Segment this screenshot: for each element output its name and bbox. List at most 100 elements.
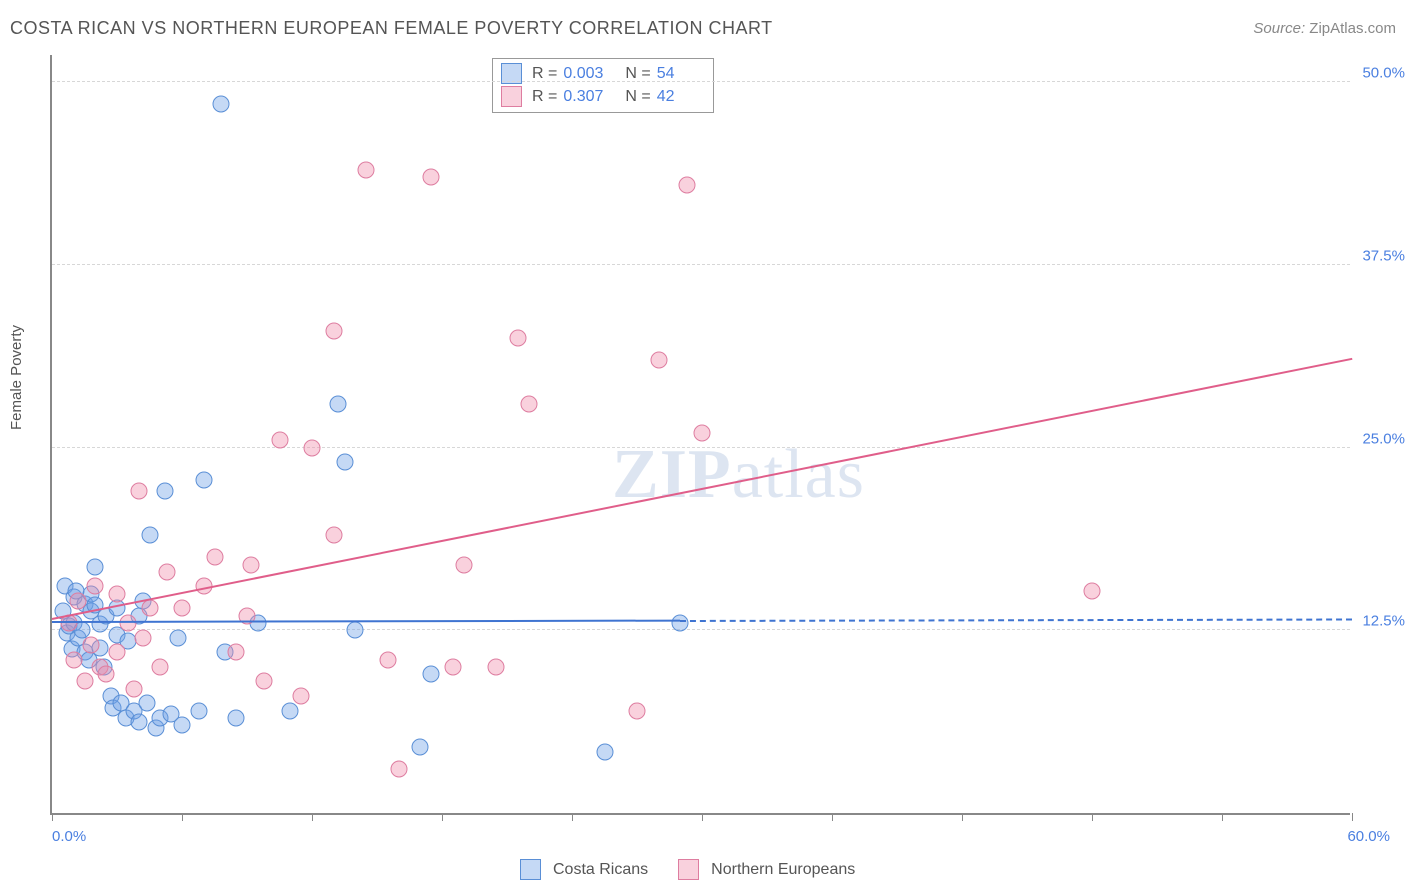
x-tick bbox=[702, 813, 703, 821]
data-point bbox=[152, 658, 169, 675]
data-point bbox=[174, 717, 191, 734]
x-label-max: 60.0% bbox=[1347, 828, 1390, 845]
data-point bbox=[83, 636, 100, 653]
data-point bbox=[87, 559, 104, 576]
data-point bbox=[65, 651, 82, 668]
y-tick-label: 25.0% bbox=[1355, 430, 1405, 447]
correlation-stats-legend: R =0.003N =54R =0.307N =42 bbox=[492, 58, 714, 113]
data-point bbox=[98, 666, 115, 683]
x-tick bbox=[572, 813, 573, 821]
trend-line bbox=[52, 620, 680, 623]
data-point bbox=[109, 600, 126, 617]
data-point bbox=[596, 743, 613, 760]
legend-entry: Northern Europeans bbox=[678, 859, 855, 880]
data-point bbox=[130, 483, 147, 500]
data-point bbox=[158, 563, 175, 580]
data-point bbox=[694, 425, 711, 442]
x-tick bbox=[962, 813, 963, 821]
data-point bbox=[455, 556, 472, 573]
data-point bbox=[650, 351, 667, 368]
legend-label: Costa Ricans bbox=[553, 861, 648, 879]
data-point bbox=[169, 629, 186, 646]
data-point bbox=[336, 454, 353, 471]
data-point bbox=[423, 169, 440, 186]
data-point bbox=[672, 615, 689, 632]
legend-swatch bbox=[520, 859, 541, 880]
chart-title: COSTA RICAN VS NORTHERN EUROPEAN FEMALE … bbox=[10, 18, 773, 39]
x-tick bbox=[1222, 813, 1223, 821]
data-point bbox=[156, 483, 173, 500]
data-point bbox=[358, 161, 375, 178]
data-point bbox=[444, 658, 461, 675]
data-point bbox=[228, 710, 245, 727]
stat-n-value: 42 bbox=[657, 85, 705, 108]
data-point bbox=[213, 96, 230, 113]
x-tick bbox=[182, 813, 183, 821]
x-label-min: 0.0% bbox=[52, 828, 86, 845]
data-point bbox=[243, 556, 260, 573]
header: COSTA RICAN VS NORTHERN EUROPEAN FEMALE … bbox=[10, 18, 1396, 39]
data-point bbox=[390, 761, 407, 778]
trend-line-extrapolated bbox=[680, 618, 1352, 622]
data-point bbox=[304, 439, 321, 456]
data-point bbox=[629, 702, 646, 719]
y-tick-label: 50.0% bbox=[1355, 65, 1405, 82]
legend-label: Northern Europeans bbox=[711, 861, 855, 879]
data-point bbox=[87, 578, 104, 595]
data-point bbox=[130, 714, 147, 731]
x-tick bbox=[1352, 813, 1353, 821]
stats-row: R = 0.307 N = 42 bbox=[501, 85, 705, 108]
series-legend: Costa Ricans Northern Europeans bbox=[520, 859, 855, 880]
source-attribution: Source: ZipAtlas.com bbox=[1253, 20, 1396, 37]
x-tick bbox=[442, 813, 443, 821]
data-point bbox=[271, 432, 288, 449]
y-tick-label: 37.5% bbox=[1355, 247, 1405, 264]
stat-r-label: R = bbox=[532, 85, 557, 108]
stat-n-label: N = bbox=[625, 85, 650, 108]
data-point bbox=[488, 658, 505, 675]
source-value: ZipAtlas.com bbox=[1309, 20, 1396, 37]
data-point bbox=[206, 549, 223, 566]
y-tick-label: 12.5% bbox=[1355, 613, 1405, 630]
data-point bbox=[228, 644, 245, 661]
data-point bbox=[509, 330, 526, 347]
data-point bbox=[109, 585, 126, 602]
data-point bbox=[76, 673, 93, 690]
data-point bbox=[141, 600, 158, 617]
legend-swatch bbox=[678, 859, 699, 880]
data-point bbox=[330, 395, 347, 412]
gridline-horizontal bbox=[52, 81, 1350, 82]
data-point bbox=[1084, 582, 1101, 599]
data-point bbox=[256, 673, 273, 690]
data-point bbox=[135, 629, 152, 646]
data-point bbox=[70, 593, 87, 610]
gridline-horizontal bbox=[52, 264, 1350, 265]
data-point bbox=[126, 680, 143, 697]
trend-line bbox=[52, 358, 1352, 620]
x-tick bbox=[312, 813, 313, 821]
data-point bbox=[174, 600, 191, 617]
data-point bbox=[678, 176, 695, 193]
data-point bbox=[282, 702, 299, 719]
gridline-horizontal bbox=[52, 447, 1350, 448]
data-point bbox=[109, 644, 126, 661]
data-point bbox=[325, 527, 342, 544]
data-point bbox=[119, 615, 136, 632]
x-tick bbox=[52, 813, 53, 821]
gridline-horizontal bbox=[52, 629, 1350, 630]
scatter-plot: R =0.003N =54R =0.307N =42 ZIPatlas 12.5… bbox=[50, 55, 1350, 815]
data-point bbox=[347, 622, 364, 639]
legend-entry: Costa Ricans bbox=[520, 859, 648, 880]
data-point bbox=[293, 688, 310, 705]
legend-swatch bbox=[501, 86, 522, 107]
stat-r-value: 0.307 bbox=[563, 85, 611, 108]
data-point bbox=[191, 702, 208, 719]
data-point bbox=[139, 695, 156, 712]
y-axis-label: Female Poverty bbox=[8, 325, 25, 430]
data-point bbox=[423, 666, 440, 683]
data-point bbox=[195, 471, 212, 488]
data-point bbox=[412, 739, 429, 756]
data-point bbox=[379, 651, 396, 668]
x-tick bbox=[1092, 813, 1093, 821]
data-point bbox=[520, 395, 537, 412]
